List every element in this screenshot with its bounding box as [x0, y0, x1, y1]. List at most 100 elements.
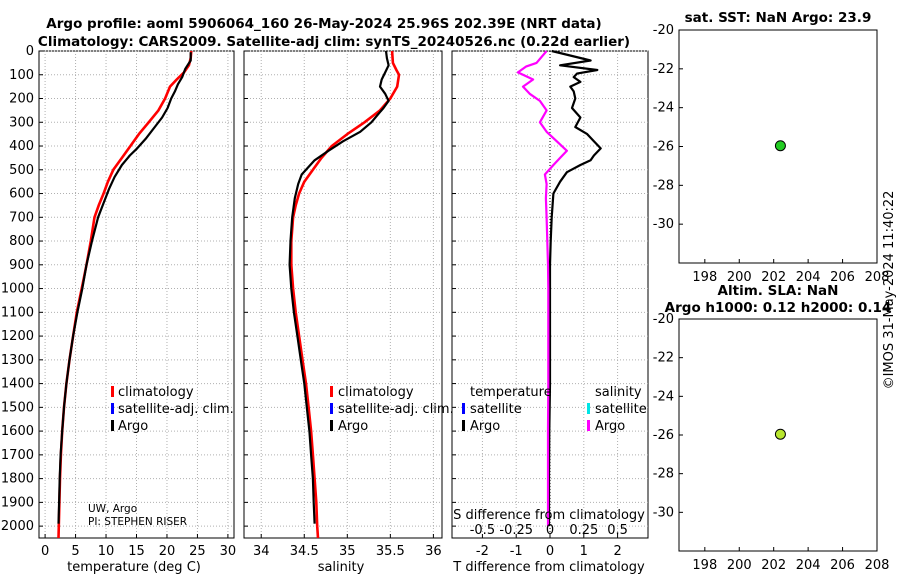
legend-swatch-climatology — [330, 386, 333, 397]
sst-title: sat. SST: NaN Argo: 23.9 — [685, 10, 872, 26]
x-tick-label: 200 — [727, 270, 752, 285]
legend-label-s-argo: Argo — [595, 419, 625, 434]
salinity-xlabel: salinity — [318, 560, 365, 575]
x-tick-label: 0 — [546, 544, 554, 559]
y-tick-label: -26 — [653, 140, 674, 155]
legend-label-t-satellite: satellite — [470, 402, 522, 417]
y-tick-label: 1600 — [1, 424, 34, 439]
x-tick-label: 202 — [761, 270, 786, 285]
x-tick-label: 200 — [727, 558, 752, 573]
legend-label-t-argo: Argo — [470, 419, 500, 434]
y-tick-label: -20 — [653, 23, 674, 38]
legend-label-argo: Argo — [118, 419, 148, 434]
y-tick-label: 1800 — [1, 472, 34, 487]
x-tick-label: 10 — [98, 544, 115, 559]
x-tick-label: 1 — [580, 544, 588, 559]
s-tick-label: 0.5 — [607, 523, 628, 538]
y-tick-label: -20 — [653, 312, 674, 327]
x-tick-label: -2 — [476, 544, 489, 559]
y-tick-label: 2000 — [1, 519, 34, 534]
y-tick-label: 600 — [9, 187, 34, 202]
y-tick-label: 1700 — [1, 448, 34, 463]
y-tick-label: 100 — [9, 68, 34, 83]
salinity-axes — [243, 50, 443, 539]
y-tick-label: -24 — [653, 389, 674, 404]
legend-swatch-t-satellite — [462, 403, 465, 414]
x-tick-label: 5 — [71, 544, 79, 559]
y-tick-label: 500 — [9, 163, 34, 178]
title-line-1: Argo profile: aoml 5906064_160 26-May-20… — [46, 16, 601, 32]
x-tick-label: 198 — [692, 558, 717, 573]
difference-panel: -2 -1 0 1 2 -0.5 -0.25 0 0.25 0.5 T difference fr… — [451, 49, 649, 575]
s-tick-label: 0 — [546, 523, 554, 538]
x-tick-label: 36 — [425, 544, 442, 559]
legend-swatch-climatology — [111, 386, 114, 397]
legend-swatch-sat-adj — [330, 403, 333, 414]
y-tick-label: 900 — [9, 258, 34, 273]
y-tick-label: 1300 — [1, 353, 34, 368]
x-tick-label: 204 — [796, 558, 821, 573]
temperature-panel: 0100200300400500600700800900100011001200… — [1, 44, 236, 575]
legend-heading-temperature: temperature — [470, 385, 552, 400]
x-tick-label: 208 — [865, 558, 890, 573]
temperature-legend: climatology satellite-adj. clim. Argo — [111, 385, 234, 434]
legend-swatch-sat-adj — [111, 403, 114, 414]
sla-title-line-1: Altim. SLA: NaN — [718, 283, 839, 299]
x-tick-label: 206 — [830, 270, 855, 285]
sla-title-line-2: Argo h1000: 0.12 h2000: 0.14 — [665, 300, 892, 316]
y-tick-label: 700 — [9, 210, 34, 225]
x-tick-label: 15 — [128, 544, 145, 559]
legend-swatch-argo — [330, 420, 333, 431]
legend-label-climatology: climatology — [338, 385, 414, 400]
x-tick-label: 204 — [796, 270, 821, 285]
salinity-panel: 34 34.5 35 35.5 36 salinity — [243, 50, 443, 575]
temperature-xlabel: temperature (deg C) — [67, 560, 201, 575]
difference-xlabel: T difference from climatology — [452, 560, 645, 575]
legend-swatch-s-argo — [587, 420, 590, 431]
legend-label-s-satellite: satellite — [595, 402, 647, 417]
x-tick-label: 198 — [692, 270, 717, 285]
title-line-2: Climatology: CARS2009. Satellite-adj cli… — [38, 34, 630, 50]
series-line-s-difference — [516, 50, 569, 527]
y-tick-label: 1500 — [1, 400, 34, 415]
difference-legend: temperature salinity satellite Argo sate… — [462, 385, 647, 434]
profile-location-marker — [774, 140, 786, 152]
series-line-climatology — [289, 50, 401, 539]
salinity-legend: climatology satellite-adj. clim. Argo — [330, 385, 454, 434]
y-tick-label: 1000 — [1, 282, 34, 297]
sst-panel: 198 200 202 204 206 208 -20 -22 -24 -26 -28 -30 sat… — [653, 10, 890, 285]
difference-xlabel-top: S difference from climatology — [453, 508, 645, 523]
x-tick-label: 34.5 — [290, 544, 319, 559]
legend-label-sat-adj: satellite-adj. clim. — [118, 402, 234, 417]
x-tick-label: 34 — [253, 544, 270, 559]
imos-timestamp: ©IMOS 31-May-2024 11:40:22 — [882, 191, 897, 390]
y-tick-label: 400 — [9, 139, 34, 154]
y-tick-label: 1200 — [1, 329, 34, 344]
y-tick-label: -24 — [653, 101, 674, 116]
s-tick-label: -0.25 — [499, 523, 533, 538]
profile-location-marker — [774, 428, 786, 440]
legend-heading-salinity: salinity — [595, 385, 642, 400]
x-tick-label: 35.5 — [376, 544, 405, 559]
y-tick-label: -30 — [653, 217, 674, 232]
legend-label-climatology: climatology — [118, 385, 194, 400]
legend-label-sat-adj: satellite-adj. clim. — [338, 402, 454, 417]
y-tick-label: 1400 — [1, 377, 34, 392]
x-tick-label: 208 — [865, 270, 890, 285]
series-line-t-difference — [547, 49, 602, 527]
y-tick-label: 200 — [9, 92, 34, 107]
x-tick-label: 202 — [761, 558, 786, 573]
y-tick-label: 800 — [9, 234, 34, 249]
y-tick-label: -28 — [653, 467, 674, 482]
legend-swatch-argo — [111, 420, 114, 431]
x-tick-label: 25 — [189, 544, 206, 559]
x-tick-label: 20 — [159, 544, 176, 559]
sla-panel: 198 200 202 204 206 208 -20 -22 -24 -26 -28 -30 Alt… — [653, 283, 892, 573]
legend-swatch-t-argo — [462, 420, 465, 431]
y-tick-label: -22 — [653, 62, 674, 77]
y-tick-label: 1900 — [1, 495, 34, 510]
series-line-argo — [57, 52, 192, 524]
x-tick-label: 206 — [830, 558, 855, 573]
y-tick-label: -28 — [653, 178, 674, 193]
